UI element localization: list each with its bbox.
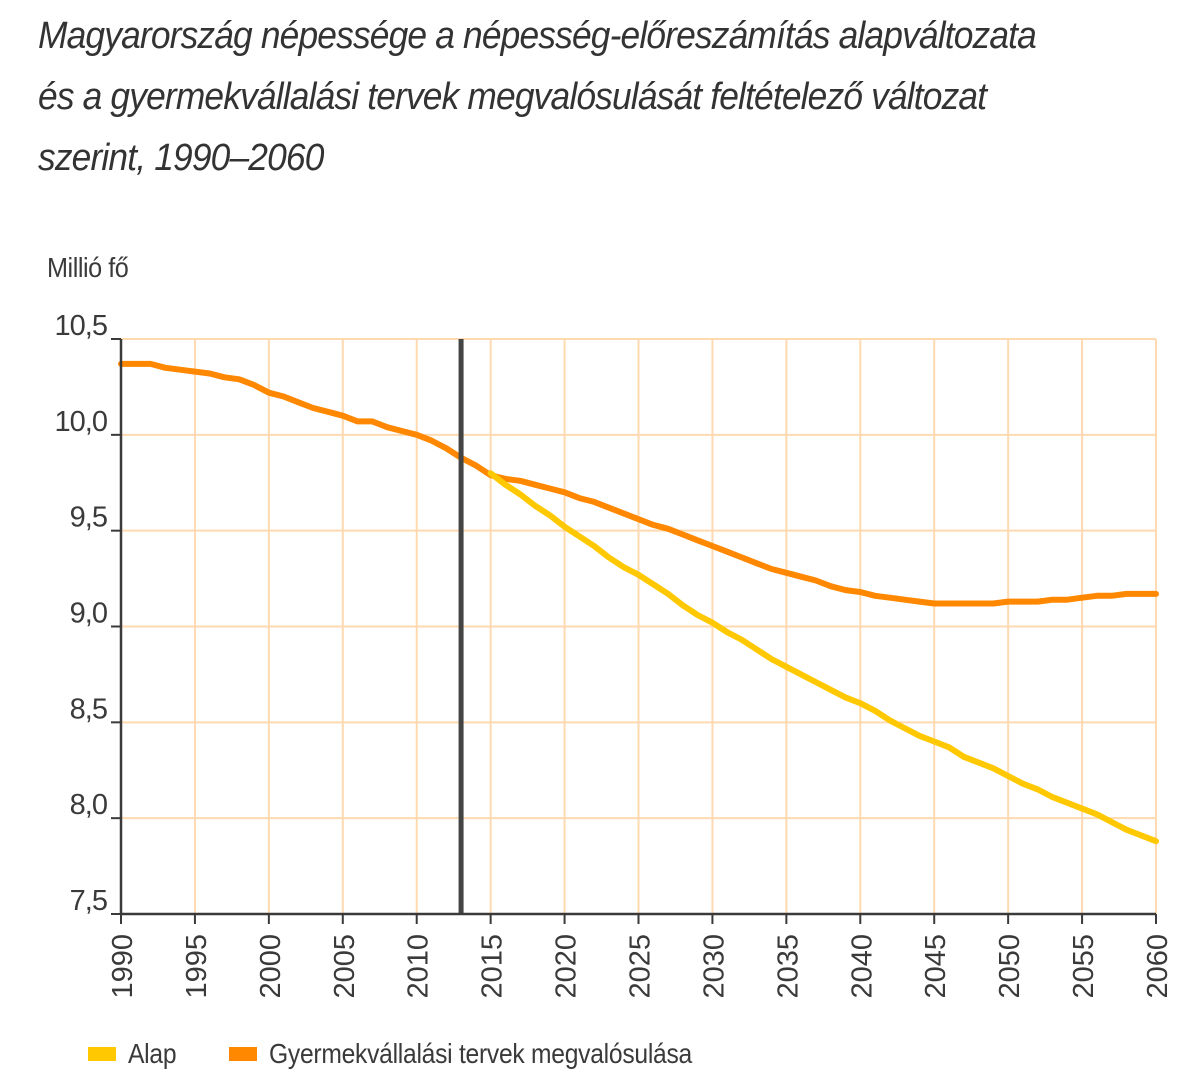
- y-tick-labels: 10,5 10,0 9,5 9,0 8,5 8,0 7,5: [55, 310, 108, 917]
- x-tick-label: 2060: [1142, 934, 1174, 999]
- x-tick-label: 1990: [107, 934, 139, 999]
- series-line-alap: [487, 470, 1159, 845]
- x-tick-label: 2035: [772, 934, 804, 999]
- y-tick-label: 10,5: [55, 310, 107, 342]
- x-tick-label: 2050: [994, 934, 1026, 999]
- x-tick-label: 2005: [329, 934, 361, 999]
- x-tick-label: 1995: [181, 934, 213, 999]
- x-tick-label: 2020: [551, 934, 583, 999]
- legend-label-alap: Alap: [128, 1038, 177, 1069]
- x-tick-label: 2055: [1068, 934, 1100, 999]
- x-tick-label: 2045: [920, 934, 952, 999]
- x-tick-label: 2015: [477, 934, 509, 999]
- y-axis-label: Millió fő: [47, 252, 129, 283]
- legend: Alap Gyermekvállalási tervek megvalósulá…: [88, 1038, 796, 1070]
- title-line-1: Magyarország népessége a népesség-előres…: [38, 15, 1037, 57]
- y-tick-label: 10,0: [55, 406, 107, 438]
- legend-item-alap: Alap: [88, 1038, 183, 1070]
- x-tick-label: 2025: [625, 934, 657, 999]
- x-tick-labels: 1990 1995 2000 2005 2010 2015 2020 2025 2030 2035…: [107, 934, 1174, 999]
- legend-swatch-gyermek: [228, 1047, 257, 1061]
- title-line-3: szerint, 1990–2060: [38, 137, 324, 179]
- x-tick-label: 2010: [403, 934, 435, 999]
- legend-label-gyermek: Gyermekvállalási tervek megvalósulása: [268, 1038, 692, 1069]
- legend-swatch-alap: [88, 1047, 116, 1061]
- series-lines: [118, 360, 1159, 845]
- x-tick-label: 2000: [255, 934, 287, 999]
- y-tick-label: 8,5: [70, 693, 107, 725]
- grid: [121, 338, 1157, 914]
- y-tick-label: 9,0: [70, 598, 107, 630]
- title-line-2: és a gyermekvállalási tervek megvalósulá…: [38, 76, 987, 118]
- axes: [111, 338, 1157, 924]
- legend-item-gyermek: Gyermekvállalási tervek megvalósulása: [228, 1038, 750, 1070]
- y-tick-label: 9,5: [70, 502, 107, 534]
- y-tick-label: 7,5: [70, 885, 107, 917]
- y-tick-label: 8,0: [70, 789, 107, 821]
- chart-title: Magyarország népessége a népesség-előres…: [38, 6, 1108, 189]
- x-tick-label: 2040: [846, 934, 878, 999]
- x-tick-label: 2030: [698, 934, 730, 999]
